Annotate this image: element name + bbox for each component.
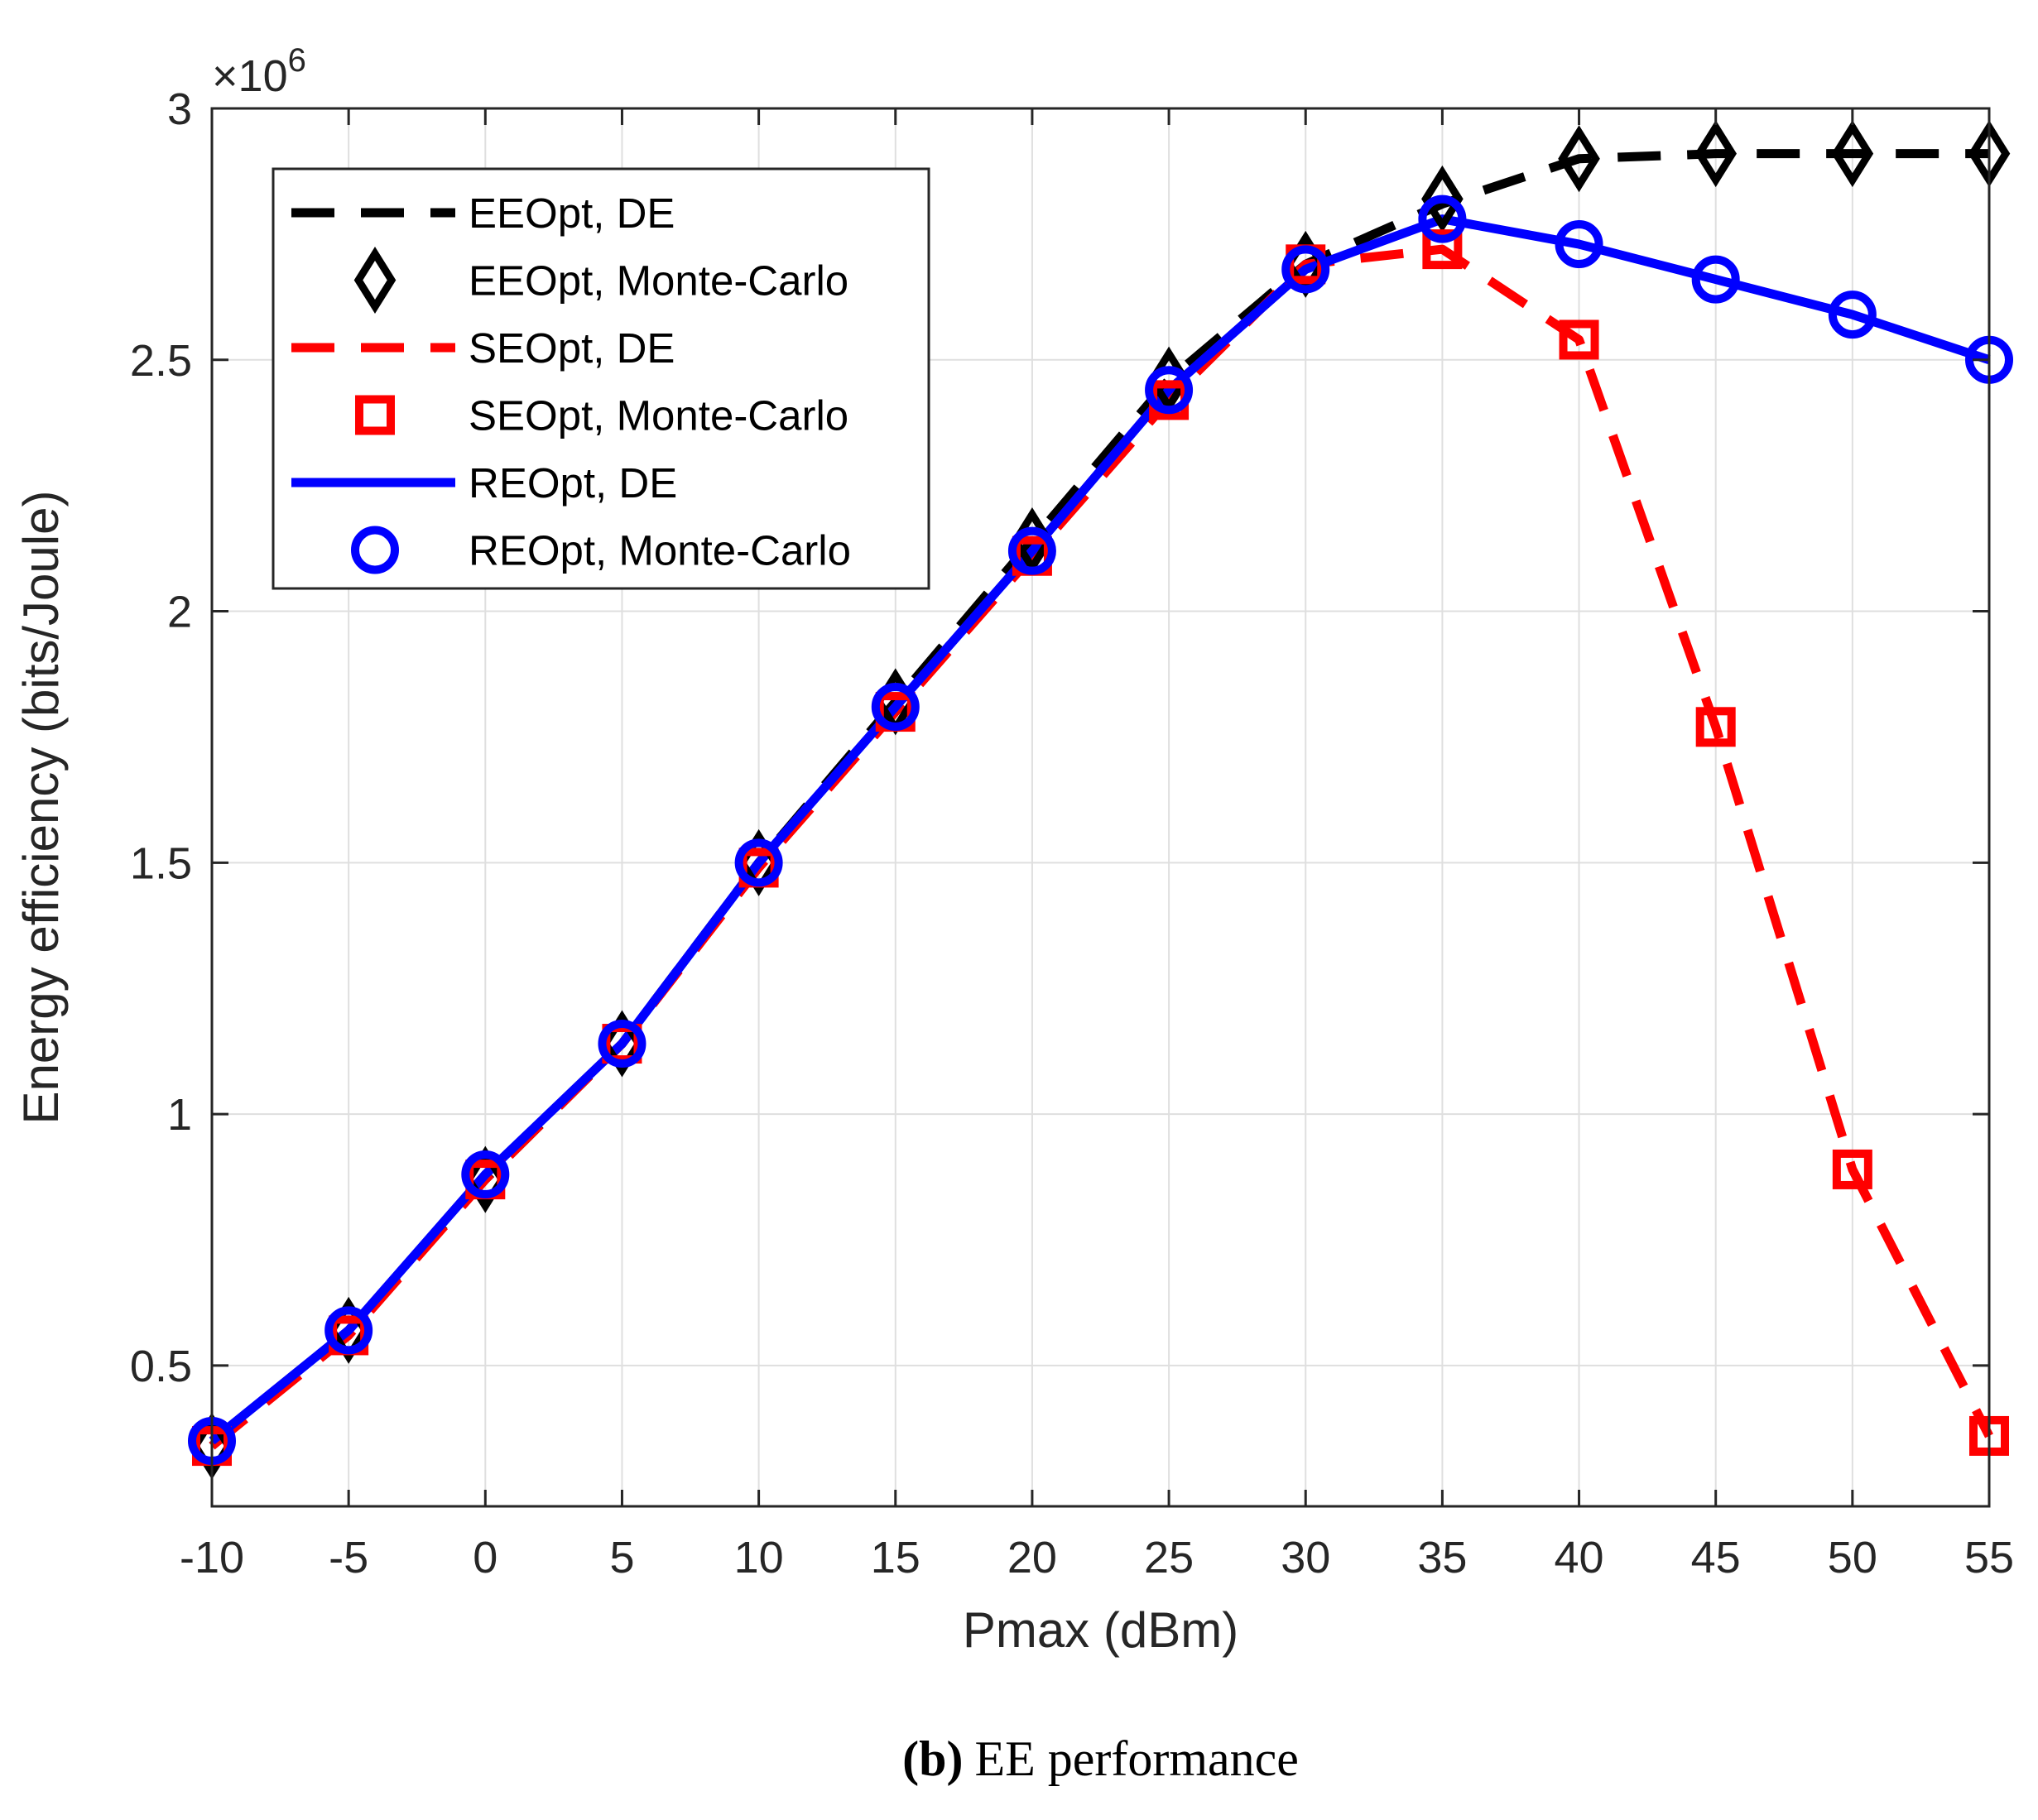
- y-tick-label: 3: [167, 84, 192, 134]
- legend-box: [272, 167, 930, 590]
- x-tick-label: 10: [734, 1533, 784, 1582]
- series-line: [209, 149, 1989, 1450]
- legend-entry: EEOpt, DE: [291, 190, 675, 237]
- x-tick-label: -10: [180, 1533, 244, 1582]
- legend-entry: EEOpt, Monte-Carlo: [353, 247, 848, 314]
- data-point: [1694, 120, 1737, 188]
- data-point: [1832, 1149, 1872, 1189]
- legend-marker-sample: [355, 395, 395, 435]
- y-axis-exponent: ×106: [212, 42, 306, 101]
- data-point: [871, 682, 920, 731]
- x-tick-label: 45: [1691, 1533, 1741, 1582]
- x-tick-label: 50: [1828, 1533, 1877, 1582]
- x-tick-label: 55: [1964, 1533, 2014, 1582]
- caption-label: (b): [902, 1731, 963, 1786]
- legend-label: REOpt, DE: [469, 459, 677, 507]
- x-tick-label: 40: [1554, 1533, 1603, 1582]
- x-tick-label: 0: [473, 1533, 497, 1582]
- legend-entry: REOpt, Monte-Carlo: [351, 526, 851, 574]
- y-axis-exponent-base: ×10: [212, 51, 288, 101]
- legend-entry: SEOpt, Monte-Carlo: [355, 392, 848, 439]
- series-seopt-de: [209, 244, 1993, 1450]
- data-point: [1695, 707, 1736, 747]
- legend-label: EEOpt, DE: [469, 190, 675, 237]
- y-tick-label: 1.5: [130, 838, 192, 888]
- data-point: [324, 1306, 373, 1355]
- plot-frame: [210, 107, 1991, 1508]
- data-point: [1691, 255, 1740, 304]
- legend-marker-sample: [351, 526, 399, 574]
- series-reopt-monte-carlo: [188, 194, 2013, 1466]
- data-point: [1558, 125, 1600, 193]
- y-tick-label: 1: [167, 1090, 192, 1140]
- y-axis-exponent-power: 6: [288, 42, 306, 79]
- data-point: [1422, 229, 1463, 270]
- data-point: [1418, 194, 1467, 243]
- legend-label: EEOpt, Monte-Carlo: [469, 257, 848, 305]
- data-point: [461, 1150, 510, 1199]
- data-point: [1559, 319, 1599, 360]
- x-tick-label: 30: [1281, 1533, 1330, 1582]
- caption-text: EE performance: [974, 1731, 1298, 1786]
- ticks: -10 -5 0 5 10 15 20 25 30 35 40 45 50 55 0.5 1 1.5 2 2.5 3: [130, 84, 2014, 1582]
- y-tick-label: 2.5: [130, 336, 192, 386]
- data-point: [601, 1010, 643, 1078]
- x-tick-label: 15: [871, 1533, 920, 1582]
- series-line: [209, 244, 1993, 1450]
- y-tick-label: 0.5: [130, 1342, 192, 1391]
- x-axis-label: Pmax (dBm): [963, 1602, 1238, 1658]
- figure-caption: (b) EE performance: [902, 1731, 1299, 1786]
- legend: EEOpt, DE EEOpt, Monte-Carlo SEOpt, DE SEOp…: [272, 167, 930, 590]
- x-tick-label: -5: [329, 1533, 368, 1582]
- labels: Pmax (dBm) Energy efficiency (bits/Joule…: [13, 42, 1238, 1658]
- x-tick-label: 20: [1007, 1533, 1057, 1582]
- caption: (b) EE performance: [902, 1731, 1299, 1786]
- data-point: [1828, 291, 1877, 339]
- legend-entry: SEOpt, DE: [291, 324, 675, 372]
- data-point: [734, 838, 783, 887]
- series-eeopt-de: [209, 149, 1989, 1450]
- legend-label: REOpt, Monte-Carlo: [469, 527, 851, 574]
- x-tick-label: 25: [1144, 1533, 1194, 1582]
- x-tick-label: 5: [609, 1533, 634, 1582]
- y-axis-label: Energy efficiency (bits/Joule): [13, 491, 69, 1125]
- data-point: [598, 1020, 646, 1068]
- data-point: [1281, 245, 1330, 294]
- data-point: [1145, 366, 1194, 415]
- data-point: [464, 1145, 507, 1213]
- data-point: [1421, 165, 1464, 233]
- data-point: [1007, 526, 1056, 575]
- y-tick-label: 2: [167, 588, 192, 637]
- series-layer: [188, 120, 2013, 1480]
- legend-label: SEOpt, Monte-Carlo: [469, 392, 848, 439]
- legend-entry: REOpt, DE: [291, 459, 677, 507]
- legend-marker-sample: [353, 247, 397, 314]
- legend-label: SEOpt, DE: [469, 324, 675, 372]
- data-point: [1555, 220, 1603, 269]
- data-point: [1831, 120, 1874, 188]
- x-tick-label: 35: [1417, 1533, 1467, 1582]
